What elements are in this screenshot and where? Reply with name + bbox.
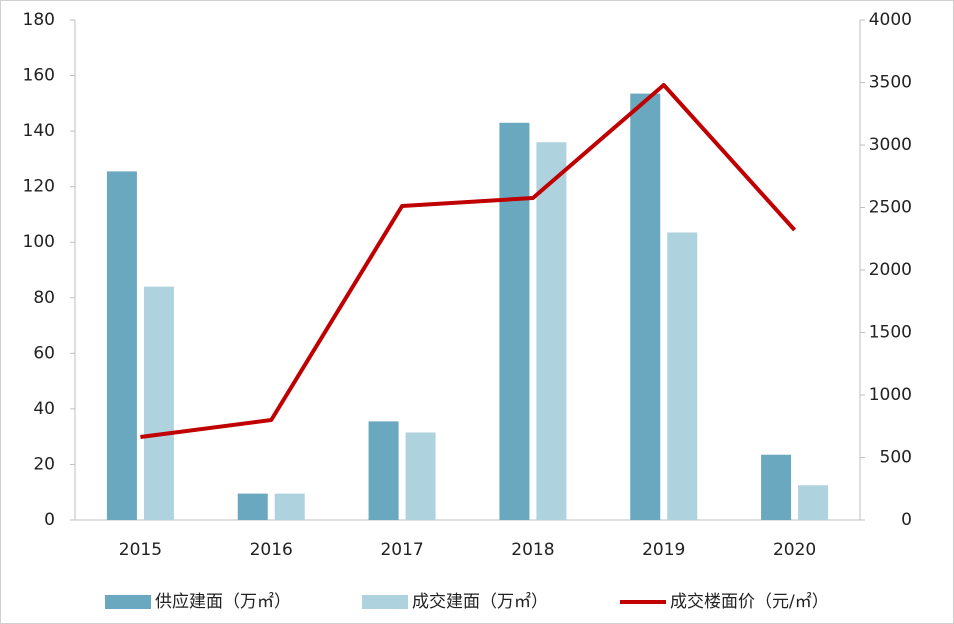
y-tick-label: 180 bbox=[23, 10, 55, 30]
y-tick-label: 0 bbox=[44, 510, 55, 530]
y-tick-label: 120 bbox=[23, 177, 55, 197]
bar bbox=[274, 493, 305, 520]
y2-tick-label: 1000 bbox=[869, 385, 912, 405]
y-tick-label: 60 bbox=[33, 343, 55, 363]
y2-tick-label: 0 bbox=[901, 510, 912, 530]
x-tick-label: 2015 bbox=[119, 540, 162, 560]
y2-tick-label: 4000 bbox=[869, 10, 912, 30]
bar bbox=[630, 93, 661, 520]
y2-tick-label: 2000 bbox=[869, 260, 912, 280]
bar bbox=[237, 493, 268, 520]
y2-tick-label: 1500 bbox=[869, 323, 912, 343]
y-tick-label: 140 bbox=[23, 121, 55, 141]
x-tick-label: 2019 bbox=[642, 540, 685, 560]
legend-label: 成交建面（万㎡） bbox=[412, 592, 548, 612]
bar bbox=[405, 432, 436, 520]
y2-tick-label: 3500 bbox=[869, 73, 912, 93]
x-tick-label: 2017 bbox=[380, 540, 423, 560]
legend-label: 成交楼面价（元/㎡） bbox=[670, 592, 829, 612]
y-tick-label: 20 bbox=[33, 454, 55, 474]
bar bbox=[499, 122, 530, 521]
bar bbox=[798, 485, 829, 520]
bar bbox=[536, 142, 567, 520]
y-tick-label: 100 bbox=[23, 232, 55, 252]
legend-swatch bbox=[105, 595, 151, 609]
x-tick-label: 2018 bbox=[511, 540, 554, 560]
y-tick-label: 80 bbox=[33, 288, 55, 308]
line bbox=[140, 83, 797, 439]
bar bbox=[143, 286, 174, 520]
bar bbox=[106, 171, 137, 520]
y2-tick-label: 500 bbox=[880, 448, 912, 468]
bar bbox=[368, 421, 399, 520]
bar bbox=[761, 454, 792, 520]
y2-tick-label: 2500 bbox=[869, 198, 912, 218]
bar bbox=[667, 232, 698, 520]
y-tick-label: 160 bbox=[23, 66, 55, 86]
x-tick-label: 2020 bbox=[773, 540, 816, 560]
legend-label: 供应建面（万㎡） bbox=[155, 592, 291, 612]
legend-swatch bbox=[362, 595, 408, 609]
y2-tick-label: 3000 bbox=[869, 135, 912, 155]
x-tick-label: 2016 bbox=[250, 540, 293, 560]
y-tick-label: 40 bbox=[33, 399, 55, 419]
